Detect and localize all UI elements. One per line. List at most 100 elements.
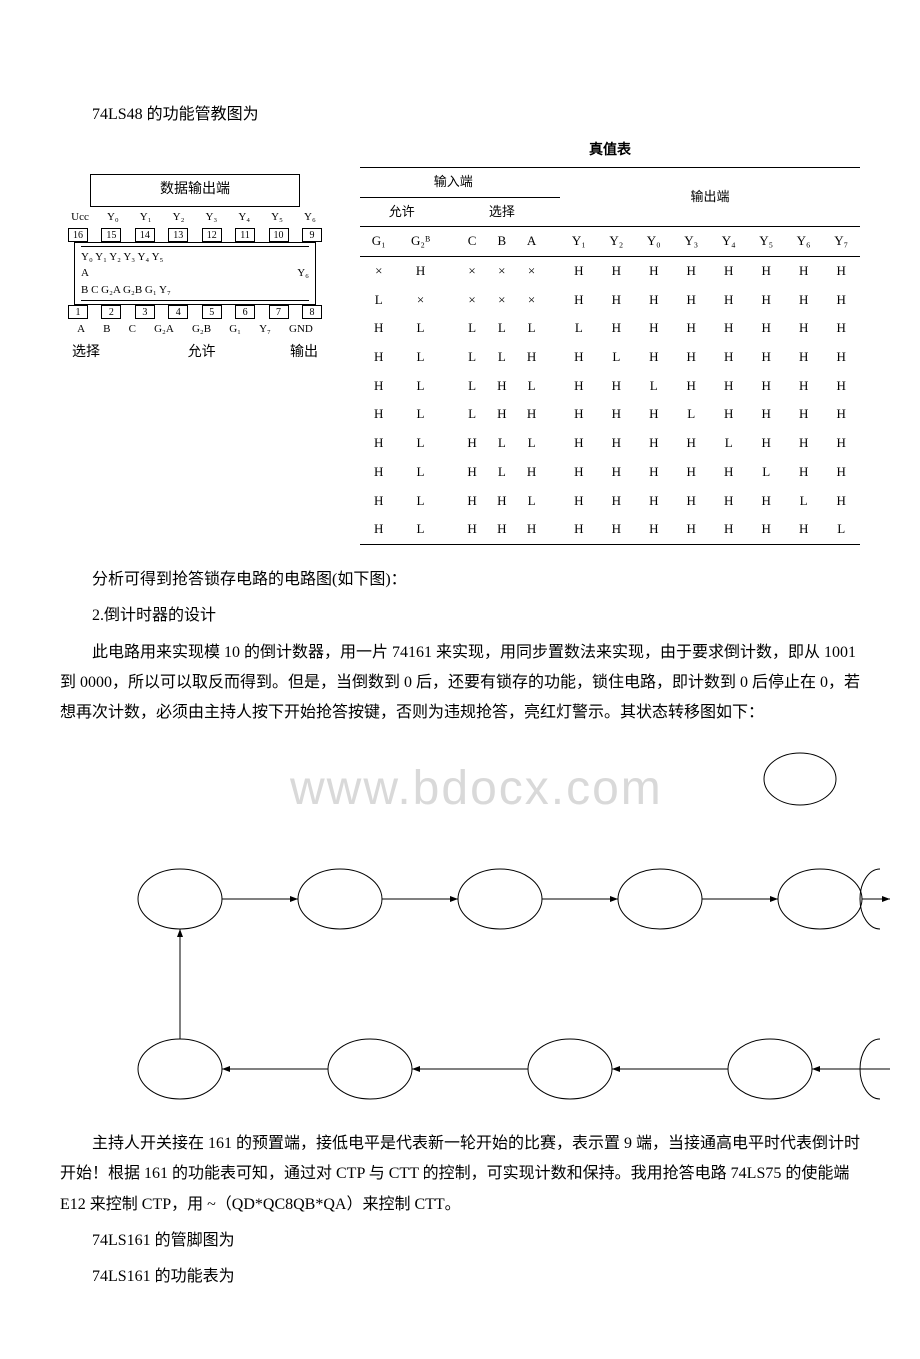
- state-diagram: www.bdocx.com: [100, 739, 900, 1119]
- pin-top-group-label: 数据输出端: [90, 174, 300, 207]
- tt-cell: L: [785, 487, 822, 516]
- tt-cell: ×: [517, 286, 547, 315]
- tt-cell: H: [822, 487, 860, 516]
- pin-label: Y₇: [259, 319, 271, 340]
- tt-cell: [546, 515, 560, 544]
- tt-cell: [546, 400, 560, 429]
- tt-cell: H: [517, 400, 547, 429]
- tt-permit-header: 允许: [360, 197, 444, 227]
- tt-col: B: [487, 227, 517, 257]
- tt-col: G₂ᴮ: [397, 227, 443, 257]
- pin-label: Y₃: [199, 207, 223, 228]
- tt-cell: L: [457, 343, 487, 372]
- tt-cell: H: [785, 515, 822, 544]
- tt-select-header: 选择: [457, 197, 546, 227]
- chip-text: B C G₂A G₂B G₁ Y₇: [81, 282, 171, 299]
- chip-text: A: [81, 265, 89, 282]
- pin-top-nums: 16 15 14 13 12 11 10 9: [60, 228, 330, 242]
- tt-cell: H: [822, 372, 860, 401]
- pin-cn-label: 输出: [252, 340, 318, 367]
- pin-num: 13: [168, 228, 188, 242]
- tt-cell: H: [360, 458, 397, 487]
- tt-cell: L: [487, 429, 517, 458]
- tt-cell: H: [487, 487, 517, 516]
- tt-cell: H: [747, 515, 784, 544]
- pin-bottom-cn: 选择 允许 输出: [60, 340, 330, 367]
- pin-label: A: [77, 319, 85, 340]
- tt-cell: H: [598, 429, 635, 458]
- pin-cn-label: 选择: [72, 340, 152, 367]
- tt-cell: L: [397, 400, 443, 429]
- tt-cell: H: [673, 372, 710, 401]
- pin-num: 7: [269, 305, 289, 319]
- tt-cell: H: [487, 372, 517, 401]
- tt-cell: L: [397, 343, 443, 372]
- tt-cell: H: [747, 372, 784, 401]
- tt-cell: H: [635, 487, 672, 516]
- para-161-pin: 74LS161 的管脚图为: [60, 1226, 860, 1256]
- tt-cell: H: [457, 515, 487, 544]
- tt-cell: H: [710, 343, 747, 372]
- tt-cell: H: [635, 257, 672, 286]
- tt-cell: L: [397, 515, 443, 544]
- tt-cell: H: [598, 314, 635, 343]
- tt-cell: ×: [487, 257, 517, 286]
- tt-cell: [444, 515, 458, 544]
- pin-num: 3: [135, 305, 155, 319]
- tt-cell: L: [487, 314, 517, 343]
- truth-table-grid: 输入端 输出端 允许 选择 G₁G₂ᴮCBAY₁Y₂Y₀Y₃Y₄Y₅Y₆Y₇ ×…: [360, 167, 860, 545]
- truth-table: 真值表 输入端 输出端 允许 选择 G₁G₂ᴮCBAY₁Y₂Y₀Y₃Y₄Y₅Y₆…: [360, 138, 860, 545]
- pin-label: Ucc: [68, 207, 92, 228]
- tt-cell: H: [747, 286, 784, 315]
- tt-cell: L: [487, 458, 517, 487]
- tt-cell: H: [598, 515, 635, 544]
- pin-label: Y₁: [134, 207, 158, 228]
- pin-num: 15: [101, 228, 121, 242]
- pin-num: 2: [101, 305, 121, 319]
- tt-cell: H: [673, 314, 710, 343]
- pin-label: Y₂: [167, 207, 191, 228]
- pin-bottom-nums: 1 2 3 4 5 6 7 8: [60, 305, 330, 319]
- chip-text: Y₆: [297, 265, 309, 282]
- tt-cell: H: [673, 257, 710, 286]
- figure-row: 数据输出端 Ucc Y₀ Y₁ Y₂ Y₃ Y₄ Y₅ Y₆ 16 15 14 …: [60, 138, 860, 545]
- tt-cell: H: [673, 343, 710, 372]
- tt-cell: [444, 286, 458, 315]
- tt-cell: H: [710, 515, 747, 544]
- tt-cell: H: [560, 343, 597, 372]
- tt-col: Y₆: [785, 227, 822, 257]
- tt-cell: H: [710, 487, 747, 516]
- tt-input-header: 输入端: [360, 167, 546, 197]
- tt-col: Y₅: [747, 227, 784, 257]
- tt-cell: [546, 286, 560, 315]
- pin-cn-label: 允许: [152, 340, 252, 367]
- tt-cell: L: [710, 429, 747, 458]
- tt-cell: H: [785, 400, 822, 429]
- tt-cell: H: [785, 343, 822, 372]
- tt-cell: H: [598, 257, 635, 286]
- tt-cell: H: [785, 314, 822, 343]
- pin-label: B: [103, 319, 110, 340]
- tt-cell: [546, 314, 560, 343]
- tt-cell: H: [560, 257, 597, 286]
- pin-num: 5: [202, 305, 222, 319]
- tt-cell: H: [487, 515, 517, 544]
- tt-cell: H: [822, 286, 860, 315]
- tt-cell: H: [560, 372, 597, 401]
- tt-cell: H: [517, 458, 547, 487]
- tt-cell: L: [517, 372, 547, 401]
- tt-cell: H: [747, 400, 784, 429]
- pin-num: 1: [68, 305, 88, 319]
- tt-cell: [444, 429, 458, 458]
- tt-cell: [444, 400, 458, 429]
- tt-cell: L: [397, 458, 443, 487]
- pin-num: 14: [135, 228, 155, 242]
- tt-cell: L: [673, 400, 710, 429]
- tt-cell: ×: [397, 286, 443, 315]
- tt-cell: H: [673, 487, 710, 516]
- chip-text: Y₀ Y₁ Y₂ Y₃ Y₄ Y₅: [81, 249, 163, 266]
- tt-cell: [444, 257, 458, 286]
- tt-col: Y₃: [673, 227, 710, 257]
- pin-top-labels: Ucc Y₀ Y₁ Y₂ Y₃ Y₄ Y₅ Y₆: [60, 207, 330, 228]
- tt-cell: ×: [457, 257, 487, 286]
